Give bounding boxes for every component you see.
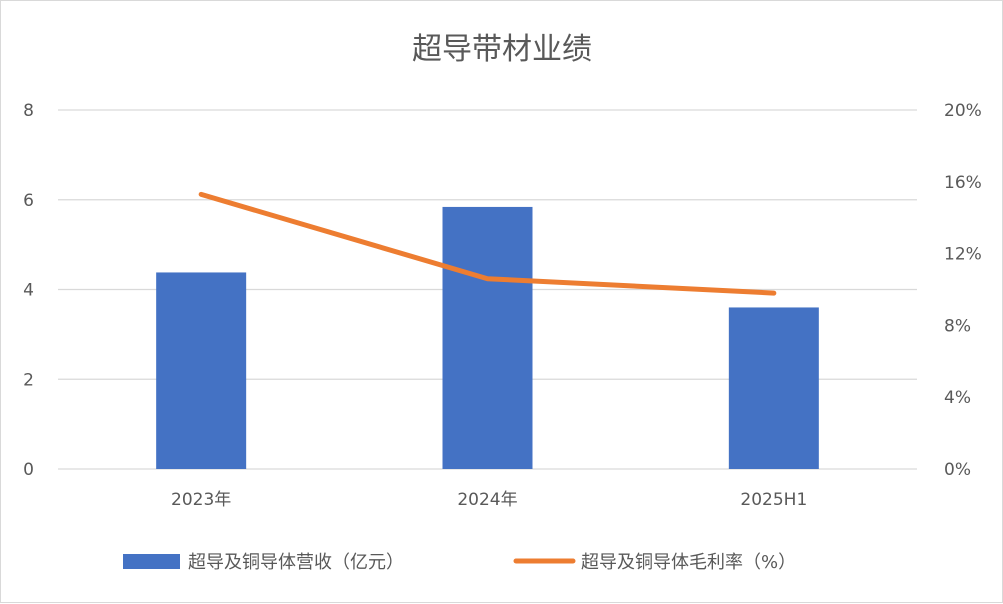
category-labels: 2023年 2024年 2025H1 (171, 490, 807, 510)
revenue-bar (442, 206, 533, 469)
category-label: 2024年 (457, 490, 517, 510)
left-tick-label: 8 (23, 101, 34, 121)
category-label: 2023年 (171, 490, 231, 510)
legend-label-margin: 超导及铜导体毛利率（%） (581, 552, 796, 573)
left-axis-ticks: 0 2 4 6 8 (23, 101, 34, 480)
margin-point (486, 277, 489, 281)
margin-point (772, 291, 776, 295)
legend-label-revenue: 超导及铜导体营收（亿元） (188, 552, 404, 573)
revenue-bar (728, 307, 819, 469)
left-tick-label: 4 (23, 281, 34, 301)
revenue-bars (156, 206, 819, 469)
margin-point (199, 192, 203, 196)
margin-line (198, 191, 777, 296)
right-tick-label: 8% (944, 316, 971, 336)
right-axis-ticks: 0% 4% 8% 12% 16% 20% (944, 101, 982, 480)
right-tick-label: 12% (944, 245, 982, 265)
right-tick-label: 16% (944, 173, 982, 193)
category-label: 2025H1 (740, 490, 807, 510)
chart-title: 超导带材业绩 (412, 32, 592, 67)
legend: 超导及铜导体营收（亿元） 超导及铜导体毛利率（%） (123, 552, 796, 573)
legend-swatch-revenue (123, 554, 180, 569)
right-tick-label: 4% (944, 388, 971, 408)
left-tick-label: 6 (23, 191, 34, 211)
right-tick-label: 20% (944, 101, 982, 121)
left-tick-label: 0 (23, 460, 34, 480)
left-tick-label: 2 (23, 370, 34, 390)
right-tick-label: 0% (944, 460, 971, 480)
revenue-bar (156, 272, 247, 469)
